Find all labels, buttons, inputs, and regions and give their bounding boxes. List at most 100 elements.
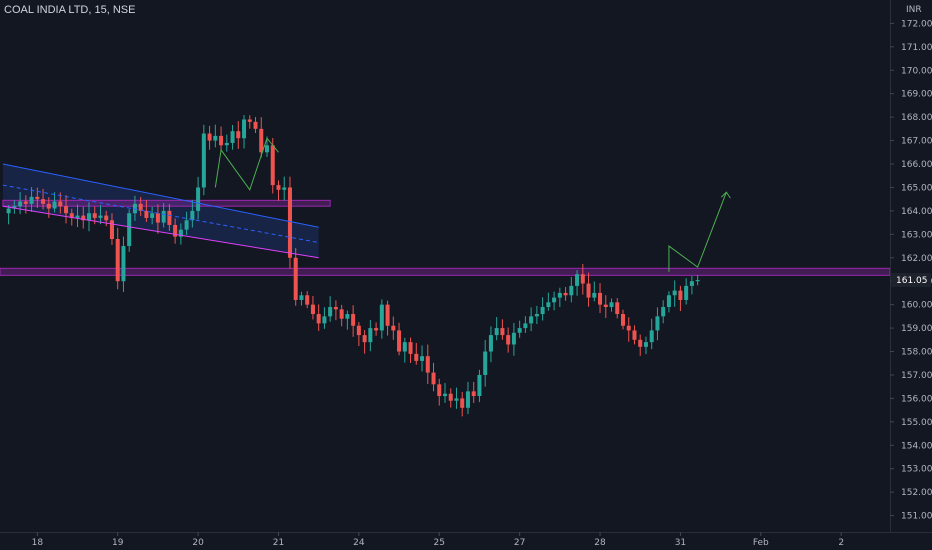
current-price-tag: [891, 273, 931, 288]
price-tick-label: 162.00: [901, 254, 932, 264]
candle-body: [299, 295, 304, 300]
candle-body: [58, 201, 63, 207]
candle-body: [109, 220, 114, 240]
price-axis[interactable]: 151.00 152.00 153.00 154.00 155.00 156.00 157.…: [890, 0, 932, 550]
price-tick-label: 164.00: [901, 207, 932, 217]
candle-body: [620, 314, 626, 326]
price-tick-label: 153.00: [901, 465, 932, 475]
candle-body: [287, 187, 292, 258]
candle-body: [460, 398, 465, 408]
parallel-channel-fill: [2, 164, 319, 258]
candle-body: [540, 306, 545, 315]
candle-body: [150, 213, 155, 218]
candle-body: [672, 290, 677, 296]
candle-body: [190, 210, 195, 221]
price-tick-label: 170.00: [901, 66, 932, 76]
candle-body: [598, 292, 603, 305]
candle-body: [661, 306, 666, 317]
candle-body: [552, 297, 557, 303]
candle-body: [557, 292, 562, 298]
annotations-front: [2, 137, 731, 272]
candle-body: [345, 314, 350, 319]
candle-body: [184, 220, 189, 230]
candle-body: [425, 356, 430, 373]
price-tick-label: 156.00: [901, 394, 932, 404]
candle-body: [385, 304, 390, 326]
candle-body: [253, 121, 258, 129]
candle-body: [12, 206, 17, 209]
candle-body: [293, 257, 298, 300]
time-tick-label: 18: [32, 538, 44, 548]
candle-body: [339, 309, 344, 319]
time-tick-label: Feb: [753, 538, 769, 548]
candle-body: [609, 302, 614, 307]
candle-body: [523, 323, 528, 329]
candle-body: [626, 325, 631, 331]
candle-body: [46, 203, 51, 209]
pattern-drawing: [214, 137, 279, 191]
candle-body: [6, 208, 11, 214]
candle-body: [414, 353, 419, 361]
price-tick-label: 172.00: [901, 19, 932, 29]
candle-body: [161, 210, 166, 223]
candle-body: [178, 229, 183, 237]
time-axis[interactable]: 18 19 20 21 24 25 27 28 31 Feb 2: [0, 532, 932, 548]
candle-body: [437, 384, 442, 397]
candle-body: [41, 199, 46, 204]
candle-body: [431, 372, 436, 385]
currency-label: INR: [906, 5, 922, 15]
candle-body: [69, 213, 74, 218]
candle-body: [305, 295, 310, 305]
candle-body: [23, 201, 28, 204]
price-tick-label: 168.00: [901, 113, 932, 123]
candle-body: [132, 203, 137, 214]
candle-body: [655, 316, 660, 331]
channel-upper-line: [2, 163, 319, 228]
candle-body: [511, 332, 516, 345]
price-tick-label: 165.00: [901, 183, 932, 193]
candle-body: [529, 316, 534, 324]
candle-body: [575, 274, 580, 286]
chart-title: COAL INDIA LTD, 15, NSE: [4, 4, 136, 16]
candle-body: [173, 224, 178, 237]
candle-body: [247, 119, 252, 122]
time-tick-label: 31: [675, 538, 686, 548]
candle-body: [632, 330, 637, 340]
candle-body: [328, 306, 333, 317]
channel-mid-line: [2, 184, 319, 244]
candle-body: [81, 215, 86, 221]
time-tick-label: 25: [434, 538, 445, 548]
candle-body: [207, 133, 212, 141]
candle-body: [506, 335, 511, 345]
candle-body: [666, 295, 671, 307]
candle-body: [362, 335, 367, 343]
time-tick-label: 19: [112, 538, 124, 548]
candle-body: [397, 330, 402, 352]
candle-body: [64, 206, 69, 214]
support-zone: [0, 267, 891, 276]
candle-body: [121, 246, 126, 282]
candle-body: [408, 342, 413, 354]
candle-body: [483, 351, 488, 375]
candle-body: [29, 196, 34, 204]
candle-body: [494, 328, 499, 336]
candle-body: [144, 210, 149, 218]
candle-body: [368, 328, 373, 343]
candle-body: [500, 328, 505, 336]
resistance-zone: [2, 199, 331, 207]
candle-body: [420, 356, 425, 361]
candle-body: [569, 285, 574, 296]
price-tick-label: 155.00: [901, 418, 932, 428]
candle-body: [615, 302, 620, 315]
candle-body: [35, 196, 40, 200]
candle-body: [534, 314, 539, 317]
price-tick-label: 171.00: [901, 43, 932, 53]
candle-body: [310, 304, 315, 315]
annotations-back: [0, 164, 891, 276]
candle-body: [517, 328, 522, 333]
candle-body: [92, 213, 97, 218]
candle-body: [230, 131, 235, 143]
candle-body: [580, 274, 585, 284]
time-tick-label: 27: [514, 538, 525, 548]
